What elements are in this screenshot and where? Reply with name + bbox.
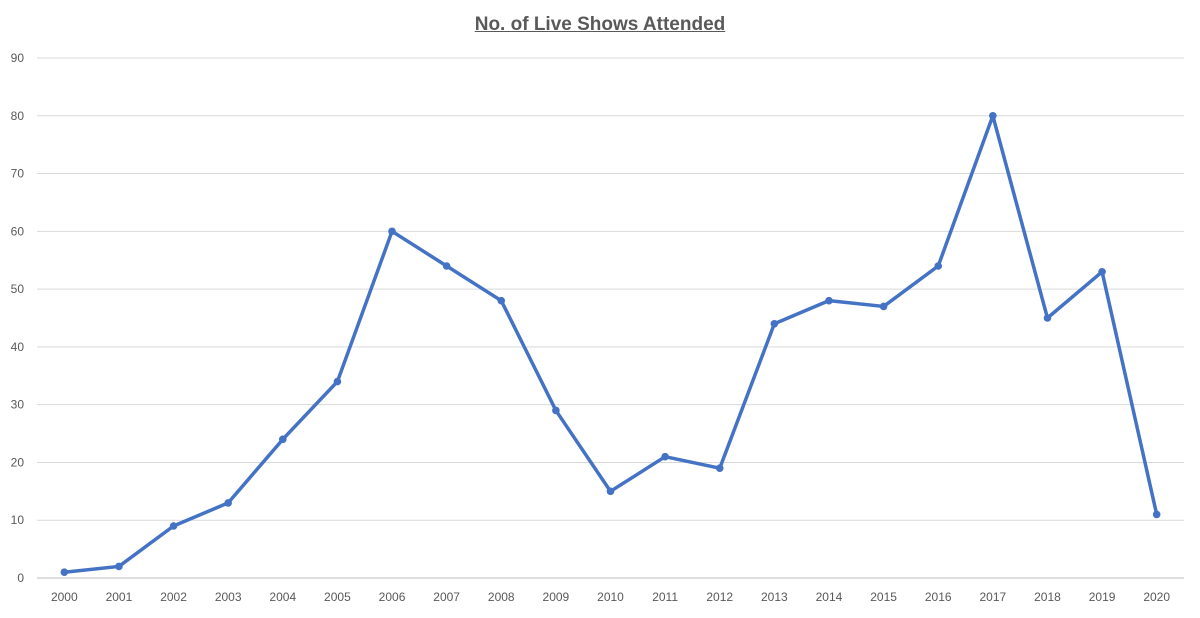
series [60, 111, 1161, 577]
x-tick-label: 2020 [1143, 590, 1170, 604]
x-tick-label: 2014 [816, 590, 843, 604]
x-tick-label: 2004 [269, 590, 296, 604]
y-tick-label: 40 [11, 340, 25, 354]
x-tick-label: 2012 [706, 590, 733, 604]
data-point [224, 499, 232, 507]
x-tick-label: 2009 [543, 590, 570, 604]
x-tick-label: 2018 [1034, 590, 1061, 604]
x-tick-label: 2011 [652, 590, 678, 604]
y-tick-label: 60 [11, 224, 25, 238]
data-point [497, 296, 506, 305]
y-tick-label: 90 [11, 51, 25, 65]
x-tick-label: 2010 [597, 590, 624, 604]
x-axis-ticks: 2000 2001 2002 2003 2004 2005 2006 2007 2008 2009… [51, 590, 1170, 604]
x-tick-label: 2019 [1089, 590, 1116, 604]
x-tick-label: 2017 [979, 590, 1006, 604]
data-point [989, 111, 997, 120]
x-tick-label: 2003 [215, 590, 242, 604]
y-tick-label: 20 [11, 455, 25, 469]
y-tick-label: 80 [11, 109, 25, 123]
data-point [388, 227, 396, 236]
data-point [278, 435, 287, 444]
data-point [552, 406, 560, 415]
x-tick-label: 2016 [925, 590, 952, 604]
data-point [825, 296, 833, 305]
data-point [169, 522, 178, 530]
chart-title: No. of Live Shows Attended [474, 14, 726, 35]
data-point [442, 262, 451, 270]
x-tick-label: 2000 [51, 590, 78, 604]
data-point [661, 452, 669, 461]
data-point [715, 464, 724, 473]
data-point [1043, 314, 1052, 322]
x-tick-label: 2013 [761, 590, 788, 604]
data-point [60, 568, 69, 577]
x-tick-label: 2007 [433, 590, 460, 604]
data-point [934, 262, 943, 270]
x-tick-label: 2006 [379, 590, 406, 604]
data-point [115, 562, 123, 571]
y-tick-label: 30 [11, 398, 25, 412]
x-tick-label: 2008 [488, 590, 515, 604]
data-point [1098, 267, 1106, 276]
x-tick-label: 2005 [324, 590, 351, 604]
data-point [1152, 510, 1161, 519]
data-point [606, 487, 615, 496]
x-tick-label: 2015 [870, 590, 897, 604]
x-tick-label: 2001 [106, 590, 133, 604]
y-tick-label: 10 [11, 513, 25, 527]
y-axis-ticks: 0 10 20 30 40 50 60 70 80 90 [11, 51, 25, 585]
y-tick-label: 0 [17, 571, 24, 585]
data-point [879, 302, 888, 311]
data-point [770, 319, 779, 328]
gridlines [37, 57, 1184, 579]
data-point [333, 377, 342, 386]
y-tick-label: 50 [11, 282, 25, 296]
x-tick-label: 2002 [160, 590, 187, 604]
y-tick-label: 70 [11, 167, 25, 181]
